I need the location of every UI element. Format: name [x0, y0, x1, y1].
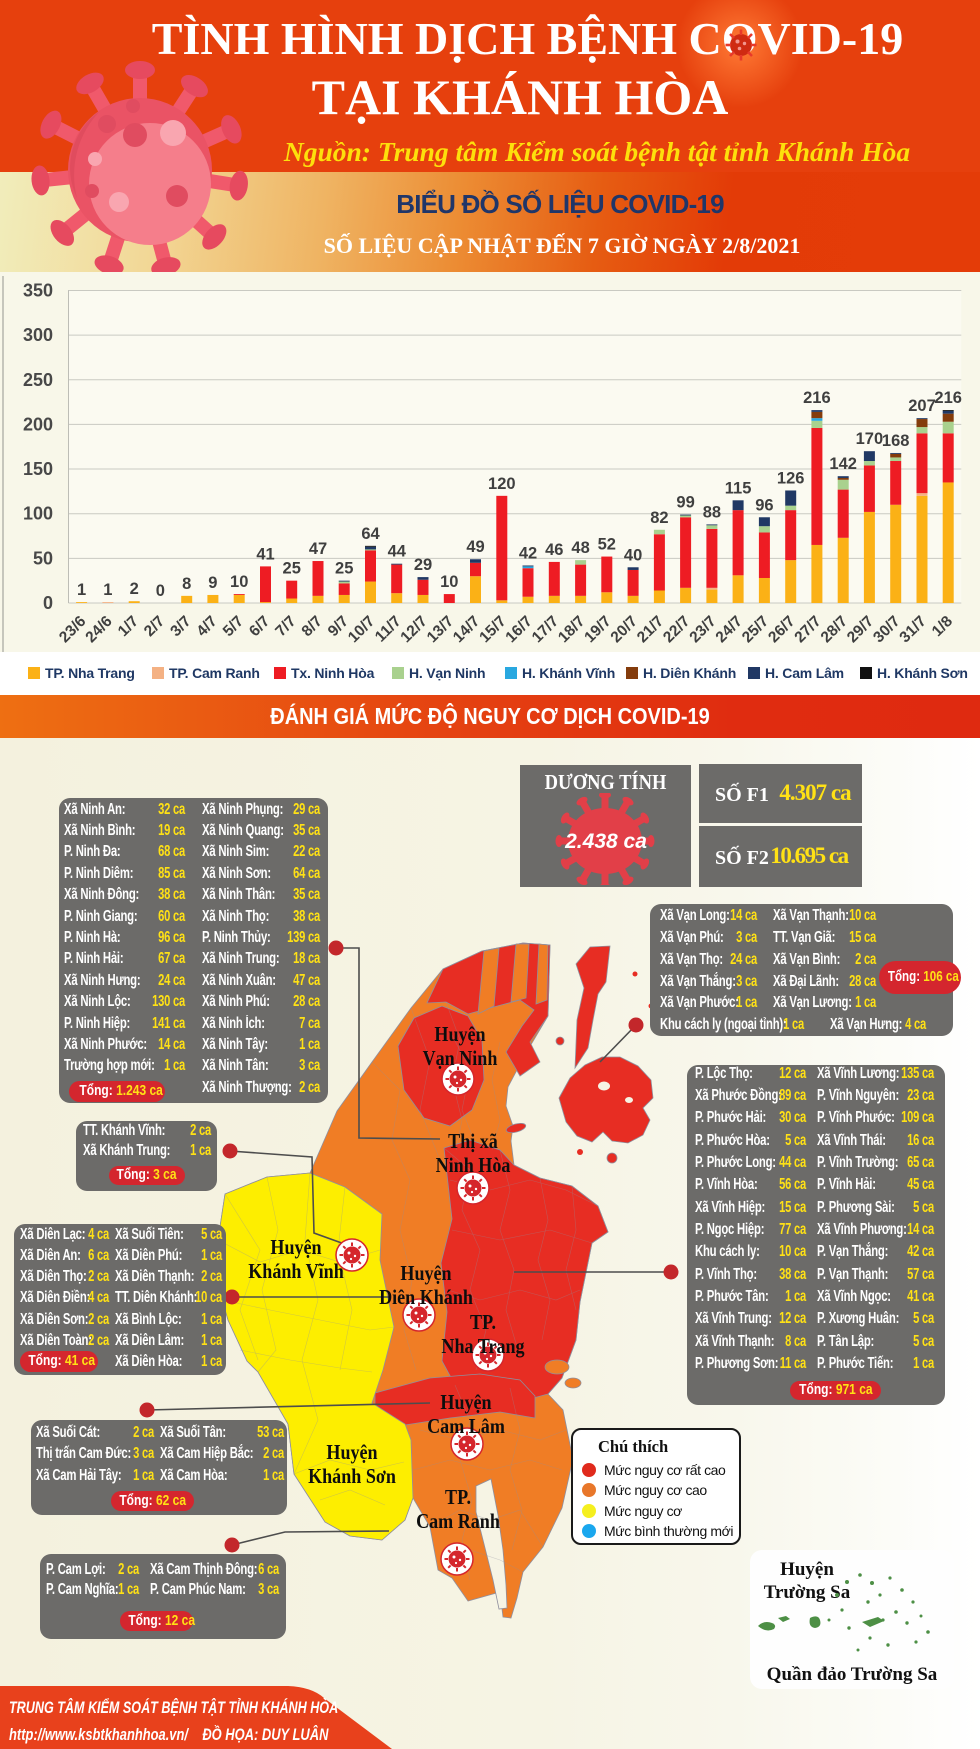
svg-text:200: 200 [23, 414, 53, 434]
svg-text:88: 88 [703, 503, 721, 521]
svg-text:2.438 ca: 2.438 ca [564, 830, 647, 853]
svg-text:47: 47 [309, 540, 327, 558]
svg-text:10: 10 [440, 573, 458, 591]
svg-text:48: 48 [571, 539, 589, 557]
svg-text:9: 9 [208, 574, 217, 592]
svg-text:168: 168 [882, 432, 910, 450]
svg-text:100: 100 [23, 504, 53, 524]
svg-text:120: 120 [488, 475, 516, 493]
svg-text:115: 115 [725, 479, 752, 497]
svg-text:50: 50 [33, 548, 53, 568]
svg-text:1: 1 [77, 581, 86, 599]
svg-text:46: 46 [545, 541, 563, 559]
svg-text:40: 40 [624, 546, 642, 564]
svg-text:207: 207 [908, 397, 936, 415]
svg-text:142: 142 [829, 455, 857, 473]
svg-text:82: 82 [650, 509, 668, 527]
svg-text:25: 25 [335, 560, 353, 578]
svg-text:52: 52 [598, 536, 616, 554]
svg-text:300: 300 [23, 325, 53, 345]
svg-text:216: 216 [934, 389, 962, 407]
svg-text:64: 64 [361, 525, 380, 543]
svg-text:42: 42 [519, 545, 537, 563]
svg-text:0: 0 [43, 593, 53, 613]
svg-text:44: 44 [388, 543, 407, 561]
svg-text:25: 25 [283, 560, 301, 578]
svg-text:150: 150 [23, 459, 53, 479]
svg-text:216: 216 [803, 389, 831, 407]
svg-text:350: 350 [23, 280, 53, 300]
svg-text:126: 126 [777, 470, 805, 488]
svg-text:2: 2 [130, 580, 139, 598]
svg-text:99: 99 [676, 494, 694, 512]
svg-text:41: 41 [256, 545, 274, 563]
svg-text:49: 49 [466, 538, 484, 556]
svg-text:1: 1 [103, 581, 112, 599]
svg-text:0: 0 [156, 582, 165, 600]
svg-text:8: 8 [182, 575, 191, 593]
svg-text:96: 96 [755, 496, 773, 514]
svg-text:29: 29 [414, 556, 432, 574]
svg-text:10: 10 [230, 573, 248, 591]
svg-text:170: 170 [856, 430, 884, 448]
svg-text:250: 250 [23, 370, 53, 390]
